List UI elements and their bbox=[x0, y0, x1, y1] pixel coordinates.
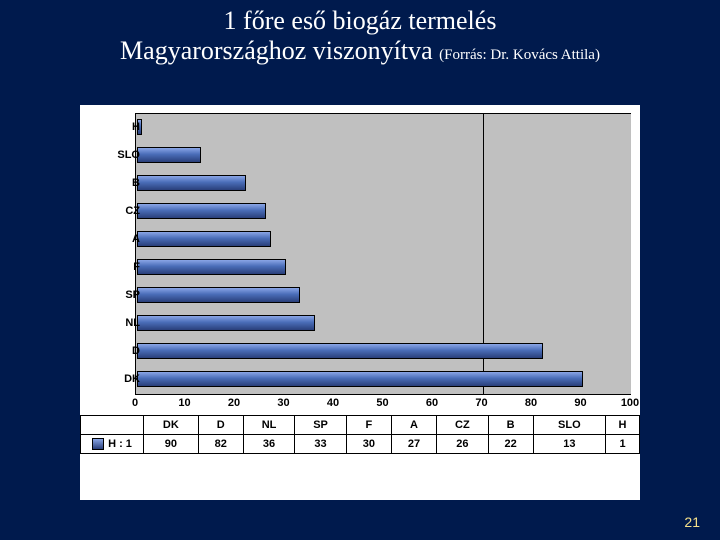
legend-swatch-icon bbox=[92, 438, 104, 450]
bar bbox=[137, 147, 201, 163]
slide-title: 1 főre eső biogáz termelés Magyarországh… bbox=[0, 0, 720, 66]
y-axis-label: A bbox=[90, 233, 140, 245]
bar bbox=[137, 203, 266, 219]
data-cell: 27 bbox=[391, 435, 436, 454]
y-axis-label: DK bbox=[90, 373, 140, 385]
data-table: DK D NL SP F A CZ B SLO H H : 1 90 82 36… bbox=[80, 415, 640, 454]
series-label: H : 1 bbox=[108, 438, 132, 450]
bar-row bbox=[136, 338, 631, 366]
y-axis-label: D bbox=[90, 345, 140, 357]
bar bbox=[137, 315, 315, 331]
data-cell: 36 bbox=[243, 435, 294, 454]
x-axis-label: 80 bbox=[516, 397, 546, 409]
x-axis-label: 10 bbox=[170, 397, 200, 409]
col-head: F bbox=[346, 416, 391, 435]
data-cell: 30 bbox=[346, 435, 391, 454]
chart-container: DK D NL SP F A CZ B SLO H H : 1 90 82 36… bbox=[80, 105, 640, 500]
data-cell: 13 bbox=[533, 435, 605, 454]
bar bbox=[137, 343, 543, 359]
table-header-row: DK D NL SP F A CZ B SLO H bbox=[81, 416, 640, 435]
data-cell: 82 bbox=[198, 435, 243, 454]
y-axis-label: H bbox=[90, 121, 140, 133]
bar-row bbox=[136, 282, 631, 310]
x-axis-label: 70 bbox=[467, 397, 497, 409]
bar bbox=[137, 231, 271, 247]
bar-row bbox=[136, 198, 631, 226]
page-number: 21 bbox=[684, 514, 700, 530]
col-head: H bbox=[606, 416, 640, 435]
plot-area bbox=[135, 113, 631, 395]
col-head: NL bbox=[243, 416, 294, 435]
bar bbox=[137, 175, 246, 191]
bar bbox=[137, 287, 300, 303]
bar-row bbox=[136, 310, 631, 338]
title-source: (Forrás: Dr. Kovács Attila) bbox=[439, 47, 600, 63]
x-axis-label: 20 bbox=[219, 397, 249, 409]
data-cell: 33 bbox=[295, 435, 347, 454]
col-head: B bbox=[488, 416, 533, 435]
y-axis-label: F bbox=[90, 261, 140, 273]
x-axis-label: 0 bbox=[120, 397, 150, 409]
series-label-cell: H : 1 bbox=[81, 435, 144, 454]
title-line-2: Magyarországhoz viszonyítva bbox=[120, 36, 433, 65]
y-axis-label: B bbox=[90, 177, 140, 189]
data-table-wrap: DK D NL SP F A CZ B SLO H H : 1 90 82 36… bbox=[80, 415, 640, 454]
title-line-1: 1 főre eső biogáz termelés bbox=[224, 6, 497, 35]
bar-row bbox=[136, 254, 631, 282]
x-axis-label: 50 bbox=[368, 397, 398, 409]
data-cell: 22 bbox=[488, 435, 533, 454]
col-head: D bbox=[198, 416, 243, 435]
col-head: DK bbox=[144, 416, 199, 435]
data-cell: 26 bbox=[437, 435, 488, 454]
table-row: H : 1 90 82 36 33 30 27 26 22 13 1 bbox=[81, 435, 640, 454]
data-cell: 1 bbox=[606, 435, 640, 454]
x-axis-label: 90 bbox=[566, 397, 596, 409]
bar bbox=[137, 259, 286, 275]
bar-row bbox=[136, 226, 631, 254]
col-head: SP bbox=[295, 416, 347, 435]
y-axis-label: SLO bbox=[90, 149, 140, 161]
y-axis-label: CZ bbox=[90, 205, 140, 217]
data-cell: 90 bbox=[144, 435, 199, 454]
x-axis-label: 40 bbox=[318, 397, 348, 409]
col-head: SLO bbox=[533, 416, 605, 435]
x-axis-label: 30 bbox=[269, 397, 299, 409]
bar-row bbox=[136, 170, 631, 198]
x-axis-label: 60 bbox=[417, 397, 447, 409]
x-axis-label: 100 bbox=[615, 397, 645, 409]
y-axis-label: NL bbox=[90, 317, 140, 329]
y-axis-label: SP bbox=[90, 289, 140, 301]
col-head: CZ bbox=[437, 416, 488, 435]
bar-row bbox=[136, 142, 631, 170]
table-corner-cell bbox=[81, 416, 144, 435]
bar bbox=[137, 371, 583, 387]
bar-row bbox=[136, 114, 631, 142]
bar-row bbox=[136, 366, 631, 394]
col-head: A bbox=[391, 416, 436, 435]
